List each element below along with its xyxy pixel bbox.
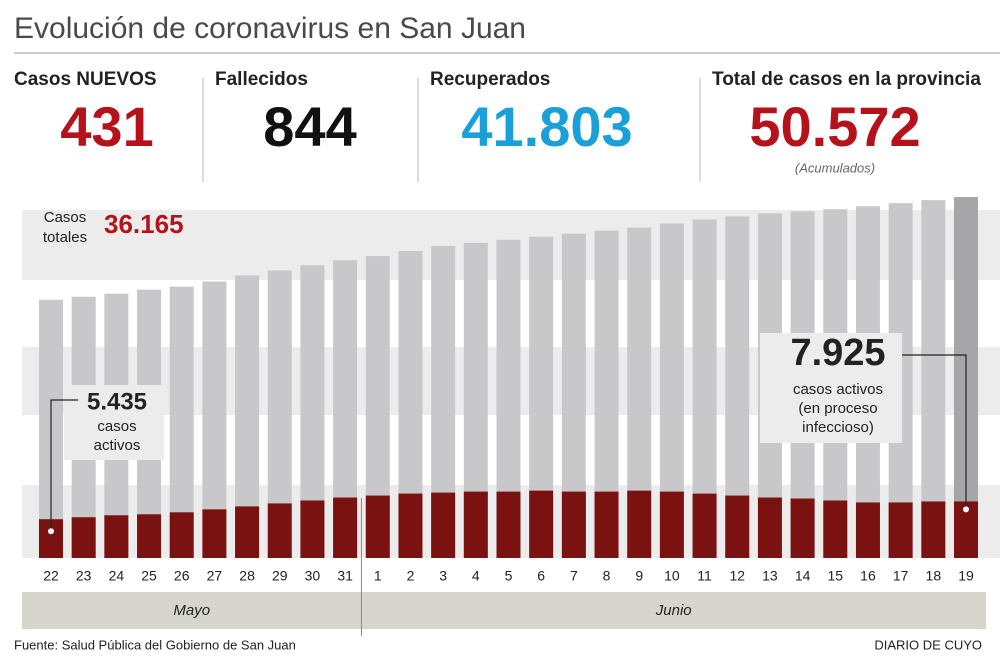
label-bg <box>64 385 164 460</box>
active-bar <box>921 501 946 558</box>
annotation: (en proceso <box>798 400 877 417</box>
month-label: Junio <box>655 602 692 619</box>
active-bar <box>561 491 586 558</box>
x-tick-label: 26 <box>174 568 190 584</box>
active-bar <box>725 495 750 558</box>
active-bar <box>333 497 358 558</box>
leader-line <box>50 399 78 532</box>
active-bar <box>202 509 227 558</box>
x-tick-label: 11 <box>697 568 712 584</box>
x-tick-label: 14 <box>795 568 811 584</box>
plot: 22 23 24 25 26 27 28 29 30 31 1 2 3 4 5 6 7 8 9 10 11 12 13 14 1… <box>39 197 978 584</box>
active-bar <box>529 490 554 558</box>
stat-note: (Acumulados) <box>795 160 875 175</box>
active-bar <box>594 491 619 558</box>
x-tick-label: 4 <box>472 568 480 584</box>
annotation: infeccioso) <box>802 419 874 436</box>
active-bar <box>790 498 815 558</box>
x-tick-label: 27 <box>207 568 223 584</box>
title: Evolución de coronavirus en San Juan <box>14 12 526 45</box>
active-bar <box>300 500 325 558</box>
x-tick-label: 5 <box>505 568 513 584</box>
active-bar <box>463 491 488 558</box>
x-tick-label: 23 <box>76 568 92 584</box>
active-bar <box>855 502 880 558</box>
value-label: 36.165 <box>104 209 184 239</box>
x-tick-label: 24 <box>109 568 125 584</box>
month-label: Mayo <box>173 602 210 619</box>
active-bar <box>235 506 260 558</box>
annotation: casos activos <box>793 381 883 398</box>
x-tick-label: 7 <box>570 568 578 584</box>
active-bar <box>659 491 684 558</box>
x-tick-label: 22 <box>43 568 59 584</box>
annotation: totales <box>43 229 87 246</box>
active-bar <box>267 503 292 558</box>
stat-label: Total de casos en la provincia <box>712 69 981 90</box>
total-bar <box>235 275 260 558</box>
active-bar <box>496 491 521 558</box>
stat-value: 50.572 <box>749 95 920 158</box>
stat-label: Recuperados <box>430 69 550 90</box>
x-tick-label: 17 <box>893 568 909 584</box>
leader-line <box>902 354 967 510</box>
x-tick-label: 8 <box>603 568 611 584</box>
leader-dot <box>963 506 969 513</box>
total-bar <box>921 200 946 559</box>
x-tick-label: 19 <box>958 568 974 584</box>
active-bar <box>104 515 129 558</box>
x-tick-label: 31 <box>337 568 353 584</box>
x-tick-label: 10 <box>664 568 680 584</box>
active-bar <box>169 512 194 558</box>
x-tick-label: 13 <box>762 568 778 584</box>
value-label: 7.925 <box>790 332 885 374</box>
value-label: 5.435 <box>87 388 147 415</box>
x-tick-label: 15 <box>827 568 843 584</box>
x-tick-label: 29 <box>272 568 288 584</box>
leader-dot <box>48 528 54 535</box>
stat-label: Casos NUEVOS <box>14 69 157 90</box>
active-bar <box>431 492 456 558</box>
active-bar <box>692 493 717 558</box>
x-tick-label: 6 <box>537 568 545 584</box>
annotation: casos <box>97 418 136 435</box>
x-tick-label: 28 <box>239 568 255 584</box>
stat-label: Fallecidos <box>215 69 308 90</box>
x-tick-label: 9 <box>635 568 643 584</box>
label-bg <box>760 333 902 443</box>
x-tick-label: 3 <box>439 568 447 584</box>
overlay: Mayo Junio 36.165 Casos totales 5.435 casos act… <box>43 209 969 636</box>
x-tick-label: 12 <box>729 568 745 584</box>
stats-row: Casos NUEVOS 431 Fallecidos 844 Recuperados 4… <box>14 69 981 182</box>
annotation: Casos <box>44 209 87 226</box>
active-bar <box>627 490 652 558</box>
annotation: activos <box>94 437 141 454</box>
x-tick-label: 30 <box>305 568 321 584</box>
x-tick-label: 18 <box>926 568 942 584</box>
brand: DIARIO DE CUYO <box>874 637 982 652</box>
active-bar <box>823 500 848 558</box>
x-tick-label: 2 <box>407 568 415 584</box>
x-tick-label: 16 <box>860 568 876 584</box>
source: Fuente: Salud Pública del Gobierno de Sa… <box>14 637 296 652</box>
stat-value: 431 <box>60 95 153 158</box>
x-tick-label: 25 <box>141 568 157 584</box>
active-bar <box>757 497 782 558</box>
active-bar <box>398 493 423 558</box>
x-tick-label: 1 <box>374 568 382 584</box>
month-strip <box>22 592 986 629</box>
stat-value: 41.803 <box>461 95 632 158</box>
active-bar <box>71 517 96 558</box>
active-bar <box>365 495 390 558</box>
active-bar <box>888 502 913 558</box>
active-bar <box>137 514 162 558</box>
stat-value: 844 <box>263 95 356 158</box>
